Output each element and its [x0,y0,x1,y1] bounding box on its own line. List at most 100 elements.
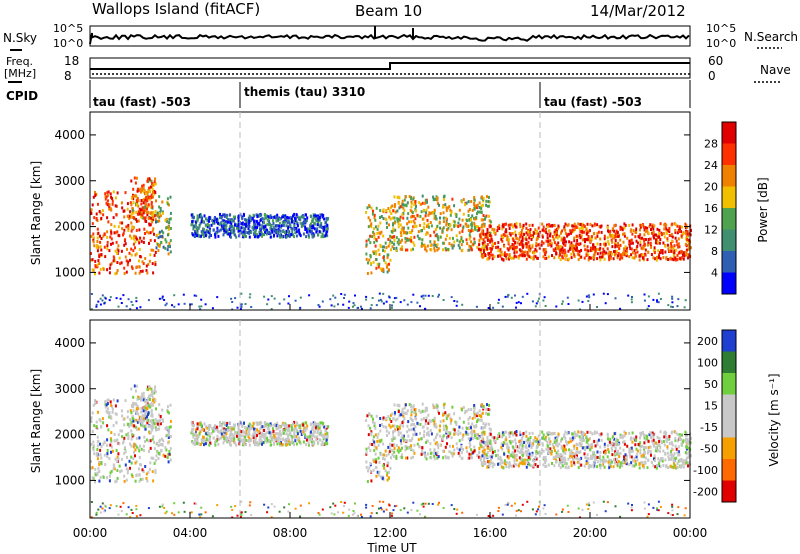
velocity-cell [487,408,490,411]
velocity-cell [202,435,205,439]
power-cell [575,234,578,238]
power-cell [505,257,508,261]
power-cell [273,227,276,231]
velocity-cell [164,454,167,458]
velocity-cell [375,446,378,450]
power-cell [302,222,305,226]
power-cell [109,263,112,267]
power-cell [142,262,145,265]
velocity-cell [250,438,253,442]
power-cell [670,239,673,243]
power-cell [378,262,381,266]
power-cell [196,219,199,223]
power-cell [619,227,622,231]
power-cell [287,225,290,229]
power-cell [507,240,510,244]
velocity-cell [401,407,404,411]
velocity-cell [112,467,115,471]
velocity-cell [419,422,422,426]
velocity-cell [106,402,109,406]
power-cell [481,229,484,233]
power-cell [569,229,572,233]
velocity-cell [414,425,417,429]
power-cell [436,234,439,238]
power-cell [277,232,280,236]
power-cell [123,215,126,219]
power-cell [519,222,522,226]
velocity-cell [289,432,292,436]
power-cell [608,250,611,254]
power-cell [295,226,298,230]
power-cell [130,265,133,269]
power-cell [414,217,417,221]
power-cell [575,248,578,252]
power-cell [470,229,472,233]
velocity-cell [284,428,287,432]
velocity-cell [439,424,441,428]
power-cell [519,225,522,229]
velocity-cell [563,456,566,460]
velocity-cell [417,438,420,442]
power-cell [475,225,478,229]
velocity-cell [238,442,241,446]
velocity-cell [302,430,305,434]
power-cell [147,263,150,266]
power-cell [398,217,401,221]
power-cell [340,293,343,295]
power-cell [576,252,579,256]
power-cell [426,218,429,222]
velocity-cell [375,466,378,469]
velocity-cell [451,405,454,409]
power-cell [404,236,407,240]
power-cell [442,211,445,215]
power-cell [93,244,96,248]
power-cell [128,251,131,255]
velocity-cell [455,442,458,446]
power-cell [114,196,117,200]
power-cell [422,243,425,247]
power-cell [197,227,200,230]
power-cell [153,183,155,187]
power-cell [208,229,211,233]
power-cell [129,234,132,238]
power-cell [689,233,692,237]
velocity-cell [158,403,161,407]
power-cell [538,246,541,250]
power-cell [541,240,543,244]
power-cell [571,244,574,248]
velocity-cell [125,433,128,437]
velocity-cell [406,424,409,428]
power-colorbar-tick-label: 12 [704,224,718,237]
velocity-cell [473,445,476,449]
power-cell [650,228,652,231]
power-cell [584,248,587,252]
velocity-cell [152,479,155,483]
power-cell [421,242,423,246]
power-cell [329,298,332,301]
power-cell [407,226,410,230]
power-cell [391,245,394,249]
power-cell [139,236,142,240]
velocity-cell [135,460,138,464]
power-cell [493,228,496,232]
velocity-cell [316,431,319,435]
velocity-cell [137,418,140,422]
power-cell [380,230,383,234]
power-cell [298,232,301,236]
power-cell [165,220,168,223]
power-cell [544,257,547,260]
velocity-cell [379,440,382,444]
power-cell [261,217,264,221]
velocity-cell [623,434,626,438]
power-cell [586,245,589,249]
velocity-cell [108,474,111,478]
power-cell [508,227,511,230]
freq-right-tick-bottom: 0 [708,69,716,83]
power-cell [113,259,116,263]
velocity-cell [434,406,437,409]
velocity-cell [470,429,473,433]
power-cell [608,232,611,236]
velocity-cell [200,438,203,442]
power-cell [438,203,440,207]
power-cell [503,251,506,255]
